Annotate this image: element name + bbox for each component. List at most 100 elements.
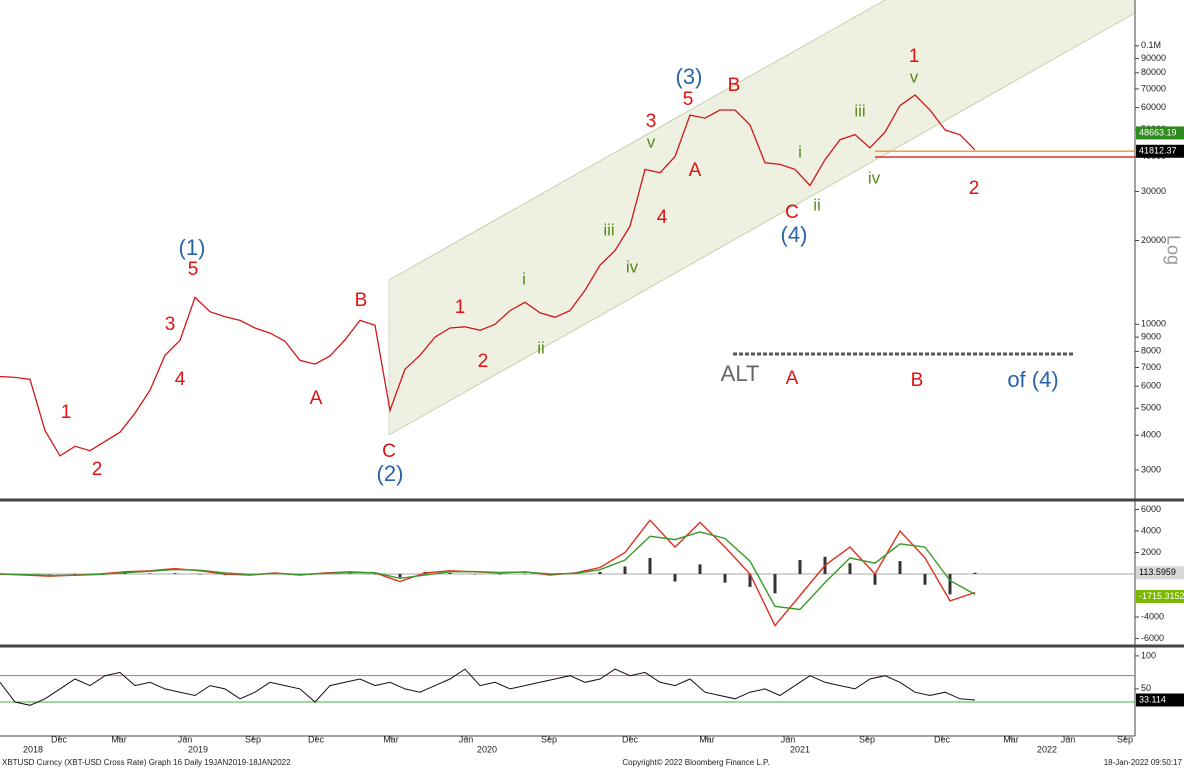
histogram-bar bbox=[198, 574, 202, 575]
footer-center: Copyright© 2022 Bloomberg Finance L.P. bbox=[622, 758, 769, 767]
y-tick-label: 2000 bbox=[1141, 547, 1161, 557]
histogram-bar bbox=[473, 574, 477, 575]
x-tick-label: Sep bbox=[1117, 734, 1133, 744]
wave-label: i bbox=[522, 269, 526, 288]
histogram-bar bbox=[923, 574, 927, 585]
wave-label: (4) bbox=[781, 222, 808, 247]
channel-lower bbox=[388, 12, 1136, 436]
year-label: 2020 bbox=[477, 744, 497, 754]
histogram-bar bbox=[773, 574, 777, 594]
wave-label: 4 bbox=[175, 369, 186, 390]
histogram-bar bbox=[873, 574, 877, 585]
y-tick-label: 20000 bbox=[1141, 235, 1166, 245]
histogram-bar bbox=[498, 574, 502, 575]
wave-label: v bbox=[647, 132, 656, 151]
histogram-bar bbox=[173, 573, 177, 574]
wave-label: (1) bbox=[179, 235, 206, 260]
y-tick-label: 5000 bbox=[1141, 403, 1161, 413]
y-tick-label: 80000 bbox=[1141, 67, 1166, 77]
year-label: 2022 bbox=[1037, 744, 1057, 754]
histogram-bar bbox=[598, 571, 602, 574]
histogram-bar bbox=[698, 564, 702, 574]
y-tick-label: 9000 bbox=[1141, 331, 1161, 341]
histogram-bar bbox=[348, 573, 352, 574]
histogram-bar bbox=[398, 574, 402, 578]
y-tick-label: 30000 bbox=[1141, 186, 1166, 196]
x-tick-label: Dec bbox=[934, 734, 951, 744]
histogram-bar bbox=[148, 573, 152, 574]
value-box bbox=[1136, 589, 1184, 603]
wave-label: A bbox=[689, 160, 702, 181]
y-tick-label: 100 bbox=[1141, 650, 1156, 660]
x-tick-label: Sep bbox=[541, 734, 557, 744]
value-box bbox=[1136, 144, 1184, 158]
wave-label: 1 bbox=[61, 402, 72, 423]
value-box-label: 41812.37 bbox=[1139, 146, 1177, 156]
x-tick-label: Mar bbox=[699, 734, 715, 744]
y-tick-label: 90000 bbox=[1141, 53, 1166, 63]
histogram-bar bbox=[373, 574, 377, 575]
wave-label: B bbox=[728, 75, 741, 96]
x-tick-label: Jun bbox=[781, 734, 796, 744]
value-box-label: 33.114 bbox=[1139, 694, 1166, 704]
histogram-bar bbox=[948, 574, 952, 595]
wave-label: ii bbox=[813, 195, 821, 214]
wave-label: 1 bbox=[455, 297, 466, 318]
rsi-line bbox=[0, 668, 976, 706]
y-tick-label: 6000 bbox=[1141, 381, 1161, 391]
wave-label: A bbox=[310, 388, 323, 409]
value-box bbox=[1136, 126, 1184, 140]
wave-label: (2) bbox=[377, 461, 404, 486]
y-axis-label: Log bbox=[1163, 235, 1183, 265]
histogram-bar bbox=[973, 572, 977, 574]
x-tick-label: Dec bbox=[622, 734, 639, 744]
wave-label: C bbox=[382, 441, 396, 462]
y-tick-label: 4000 bbox=[1141, 430, 1161, 440]
y-tick-label: 6000 bbox=[1141, 504, 1161, 514]
histogram-bar bbox=[748, 574, 752, 587]
wave-label: ALT bbox=[721, 361, 760, 386]
year-label: 2021 bbox=[790, 744, 810, 754]
histogram-bar bbox=[673, 574, 677, 582]
y-tick-label: 10000 bbox=[1141, 319, 1166, 329]
wave-label: v bbox=[910, 67, 919, 86]
y-tick-label: 50 bbox=[1141, 683, 1151, 693]
year-label: 2019 bbox=[188, 744, 208, 754]
wave-label: ii bbox=[537, 338, 545, 357]
wave-label: iii bbox=[603, 220, 614, 239]
histogram-bar bbox=[798, 560, 802, 574]
y-tick-label: -6000 bbox=[1141, 633, 1164, 643]
wave-label: C bbox=[785, 202, 799, 223]
x-tick-label: Mar bbox=[383, 734, 399, 744]
x-tick-label: Mar bbox=[111, 734, 127, 744]
wave-label: 5 bbox=[683, 89, 694, 110]
value-box-label: 48663.19 bbox=[1139, 127, 1177, 137]
wave-label: of (4) bbox=[1007, 367, 1058, 392]
frames bbox=[0, 0, 1184, 737]
year-label: 2018 bbox=[23, 744, 43, 754]
wave-label: iv bbox=[868, 168, 881, 187]
x-tick-label: Mar bbox=[1003, 734, 1019, 744]
histogram-bar bbox=[48, 574, 52, 575]
wave-label: 3 bbox=[646, 111, 657, 132]
x-tick-label: Dec bbox=[51, 734, 68, 744]
value-box bbox=[1136, 693, 1184, 707]
channel bbox=[389, 0, 1135, 435]
wave-label: 1 bbox=[909, 46, 920, 67]
x-tick-label: Dec bbox=[308, 734, 325, 744]
y-tick-label: 70000 bbox=[1141, 83, 1166, 93]
x-tick-label: Sep bbox=[859, 734, 875, 744]
y-tick-label: -4000 bbox=[1141, 611, 1164, 621]
histogram-bar bbox=[523, 573, 527, 575]
wave-label: B bbox=[911, 370, 924, 391]
value-box-label: 113.5959 bbox=[1139, 567, 1176, 577]
x-tick-label: Sep bbox=[245, 734, 261, 744]
y-tick-label: 60000 bbox=[1141, 102, 1166, 112]
macd-line bbox=[0, 519, 976, 627]
value-box bbox=[1136, 566, 1184, 580]
y-tick-label: 4000 bbox=[1141, 525, 1161, 535]
footer-left: XBTUSD Curncy (XBT-USD Cross Rate) Graph… bbox=[2, 758, 291, 767]
footer-right: 18-Jan-2022 09:50:17 bbox=[1104, 758, 1183, 767]
